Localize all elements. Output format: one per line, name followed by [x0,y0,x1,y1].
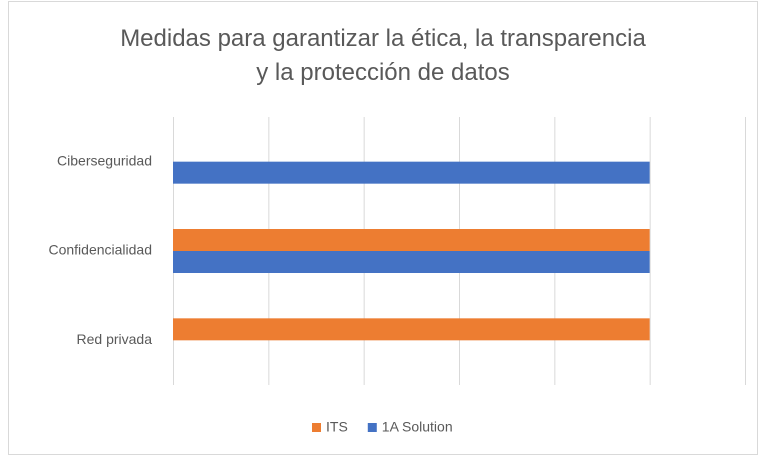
legend-label: 1A Solution [382,419,453,435]
bar [173,161,650,184]
legend-swatch [367,423,377,432]
legend-swatch [312,423,321,432]
bar [173,251,650,273]
legend-label: ITS [326,419,348,435]
bar [173,229,650,251]
y-tick-label: Ciberseguridad [57,152,152,168]
chart-border [8,1,758,455]
y-tick-label: Red privada [77,331,153,347]
y-tick-label: Confidencialidad [48,242,152,258]
chart-title: Medidas para garantizar la ética, la tra… [120,25,646,86]
bar [173,318,650,341]
